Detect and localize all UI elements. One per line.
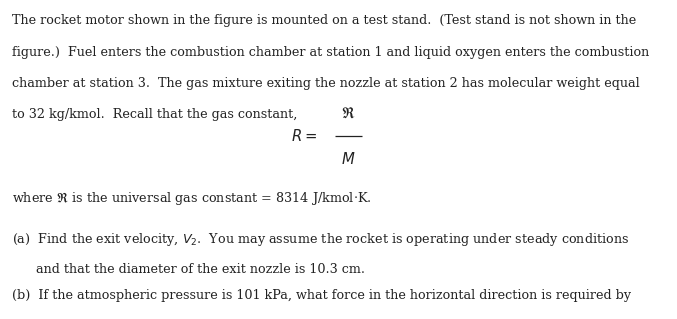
Text: (b)  If the atmospheric pressure is 101 kPa, what force in the horizontal direct: (b) If the atmospheric pressure is 101 k… [12, 289, 632, 302]
Text: $R =$: $R =$ [291, 128, 318, 144]
Text: chamber at station 3.  The gas mixture exiting the nozzle at station 2 has molec: chamber at station 3. The gas mixture ex… [12, 77, 640, 90]
Text: to 32 kg/kmol.  Recall that the gas constant,: to 32 kg/kmol. Recall that the gas const… [12, 108, 298, 121]
Text: $\mathfrak{R}$: $\mathfrak{R}$ [341, 106, 356, 121]
Text: and that the diameter of the exit nozzle is 10.3 cm.: and that the diameter of the exit nozzle… [12, 263, 365, 276]
Text: $M$: $M$ [341, 151, 356, 167]
Text: The rocket motor shown in the figure is mounted on a test stand.  (Test stand is: The rocket motor shown in the figure is … [12, 14, 636, 27]
Text: (a)  Find the exit velocity, $V_2$.  You may assume the rocket is operating unde: (a) Find the exit velocity, $V_2$. You m… [12, 231, 630, 248]
Text: figure.)  Fuel enters the combustion chamber at station 1 and liquid oxygen ente: figure.) Fuel enters the combustion cham… [12, 46, 649, 59]
Text: where $\mathfrak{R}$ is the universal gas constant = 8314 J/kmol$\cdot$K.: where $\mathfrak{R}$ is the universal ga… [12, 190, 372, 207]
